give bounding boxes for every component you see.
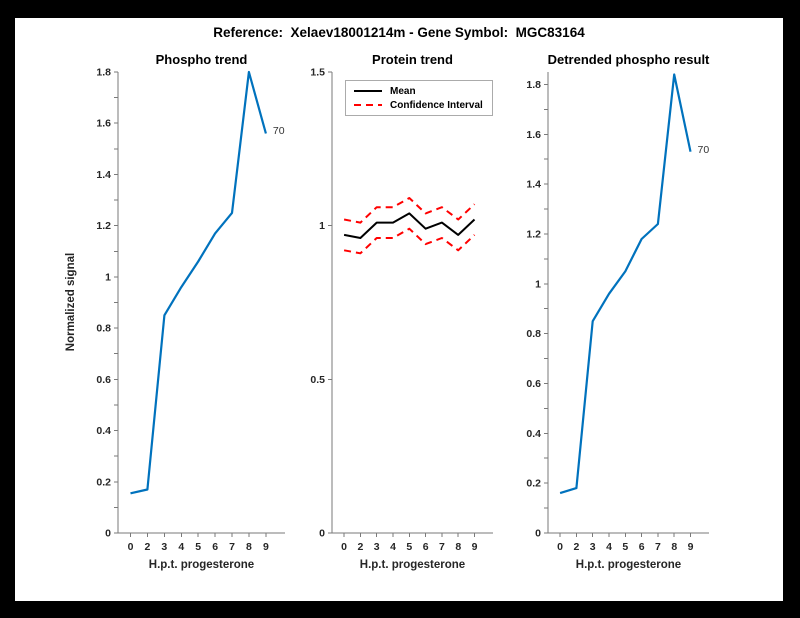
figure-title: Reference: Xelaev18001214m - Gene Symbol… [213, 25, 585, 40]
confidence-interval-lower-line [343, 227, 476, 255]
y-tick-label: 0.6 [96, 374, 111, 386]
x-tick-label: 7 [229, 541, 235, 553]
subplot-3: 00.20.40.60.811.21.41.61.80 2 3 4 5 6 7 8 9 [526, 72, 709, 553]
y-tick-label: 0.8 [526, 328, 541, 340]
legend-entry-mean: Mean [354, 84, 484, 98]
y-tick-label: 0.2 [96, 476, 111, 488]
y-tick-label: 0 [319, 528, 325, 540]
x-tick-label: 6 [639, 541, 645, 553]
legend-label-mean: Mean [390, 85, 416, 97]
confidence-interval-upper-line [343, 197, 476, 224]
x-tick-label: 9 [263, 541, 269, 553]
x-tick-label: 8 [246, 541, 252, 553]
y-tick-label: 0.8 [96, 323, 111, 335]
y-tick-label: 1.8 [526, 79, 541, 91]
x-tick-label: 7 [439, 541, 445, 553]
plot1-xlabel: H.p.t. progesterone [148, 559, 255, 571]
x-tick-label: 2 [145, 541, 151, 553]
y-tick-label: 1.4 [526, 179, 541, 191]
endpoint-label-plot1: 70 [272, 125, 285, 138]
detrended-phospho-signal-line [559, 73, 692, 495]
y-tick-label: 1.8 [96, 67, 111, 79]
y-tick-label: 0 [535, 528, 541, 540]
y-tick-label: 1.4 [96, 169, 111, 181]
x-tick-label: 3 [590, 541, 596, 553]
plot3-xlabel: H.p.t. progesterone [575, 559, 682, 571]
x-tick-label: 6 [212, 541, 218, 553]
y-tick-label: 0.6 [526, 378, 541, 390]
plot1-ylabel: Normalized signal [65, 252, 77, 352]
x-tick-label: 6 [423, 541, 429, 553]
x-tick-label: 4 [178, 541, 184, 553]
subplot-1: 00.20.40.60.811.21.41.61.80 2 3 4 5 6 7 8 9 [96, 67, 285, 553]
x-tick-label: 7 [655, 541, 661, 553]
y-tick-label: 1 [105, 271, 111, 283]
chart-canvas: 00.20.40.60.811.21.41.61.80 2 3 4 5 6 7 8 900.51… [96, 67, 709, 553]
x-tick-label: 5 [622, 541, 628, 553]
subplot-2: 00.511.50 2 3 4 5 6 7 8 9 [310, 67, 493, 553]
x-tick-label: 0 [557, 541, 563, 553]
plot1-title: Phospho trend [155, 52, 248, 67]
y-tick-label: 1 [535, 278, 541, 290]
legend-entry-confidence-interval: Confidence Interval [354, 98, 484, 112]
confidence-interval-swatch [354, 103, 382, 107]
legend-box: Mean Confidence Interval [345, 80, 493, 116]
x-tick-label: 2 [573, 541, 579, 553]
x-tick-label: 5 [406, 541, 412, 553]
plot2-xlabel: H.p.t. progesterone [359, 559, 466, 571]
y-tick-label: 1 [319, 220, 325, 232]
y-tick-label: 1.6 [526, 129, 541, 141]
x-tick-label: 5 [195, 541, 201, 553]
x-tick-label: 8 [455, 541, 461, 553]
legend-label-confidence-interval: Confidence Interval [390, 99, 483, 111]
x-tick-label: 3 [374, 541, 380, 553]
y-tick-label: 1.5 [310, 67, 325, 79]
mean-line-swatch [354, 90, 382, 92]
x-tick-label: 2 [357, 541, 363, 553]
y-tick-label: 1.2 [96, 220, 111, 232]
endpoint-label-plot3: 70 [697, 143, 710, 156]
x-tick-label: 4 [606, 541, 612, 553]
plot3-title: Detrended phospho result [547, 52, 710, 67]
phospho-signal-line [130, 70, 267, 495]
y-tick-label: 1.2 [526, 228, 541, 240]
y-tick-label: 0.4 [526, 428, 541, 440]
plot2-title: Protein trend [372, 52, 453, 67]
x-tick-label: 9 [688, 541, 694, 553]
x-tick-label: 8 [671, 541, 677, 553]
y-tick-label: 0 [105, 528, 111, 540]
y-tick-label: 0.5 [310, 374, 325, 386]
y-tick-label: 1.6 [96, 118, 111, 130]
matlab-figure-canvas: Reference: Xelaev18001214m - Gene Symbol… [15, 18, 783, 601]
x-tick-label: 0 [128, 541, 134, 553]
x-tick-label: 9 [472, 541, 478, 553]
mean-line [343, 212, 476, 239]
y-tick-label: 0.4 [96, 425, 111, 437]
x-tick-label: 4 [390, 541, 396, 553]
x-tick-label: 3 [161, 541, 167, 553]
x-tick-label: 0 [341, 541, 347, 553]
y-tick-label: 0.2 [526, 478, 541, 490]
